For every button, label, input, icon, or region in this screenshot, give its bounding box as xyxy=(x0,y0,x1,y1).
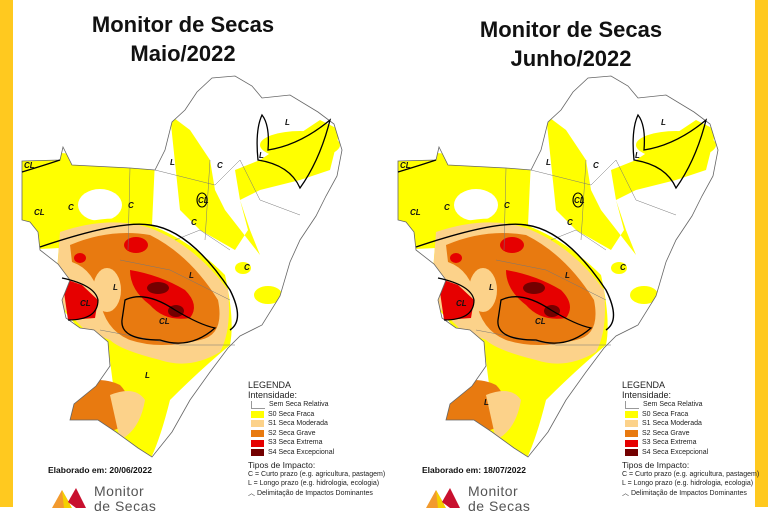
map-label: CL xyxy=(24,161,35,170)
map-label: C xyxy=(244,263,250,272)
map-label: C xyxy=(567,218,573,227)
title-june: Monitor de Secas Junho/2022 xyxy=(479,17,663,71)
map-label: C xyxy=(128,201,134,210)
swatch-s2 xyxy=(251,430,264,438)
monitor-logo-icon xyxy=(426,488,460,508)
map-label: L xyxy=(489,283,494,292)
map-label: C xyxy=(593,161,599,170)
map-label: L xyxy=(170,158,175,167)
map-labels-june: CL CL C C L L C CL L C L C CL CL L L xyxy=(400,118,666,407)
right-border xyxy=(755,0,768,507)
boundary-line-icon: ︿ xyxy=(622,489,629,497)
swatch-s4 xyxy=(251,449,264,457)
map-label: CL xyxy=(456,299,467,308)
logo-june: Monitor de Secas xyxy=(424,484,530,514)
map-label: L xyxy=(546,158,551,167)
map-label: L xyxy=(635,151,640,160)
map-label: C xyxy=(620,263,626,272)
map-label: C xyxy=(504,201,510,210)
swatch-none xyxy=(251,400,265,409)
swatch-s0 xyxy=(251,410,264,418)
map-label: CL xyxy=(198,196,209,205)
map-label: L xyxy=(285,118,290,127)
title-may: Monitor de Secas Maio/2022 xyxy=(91,12,275,66)
map-label: CL xyxy=(535,317,546,326)
swatch-s1 xyxy=(251,420,264,428)
boundary-line-icon: ︿ xyxy=(248,489,255,497)
legend-may: LEGENDA Intensidade: Sem Seca Relativa S… xyxy=(248,380,386,497)
logo-may: Monitor de Secas xyxy=(50,484,156,514)
legend-june: LEGENDA Intensidade: Sem Seca Relativa S… xyxy=(622,380,760,497)
map-label: CL xyxy=(410,208,421,217)
swatch-s3 xyxy=(625,439,638,447)
swatch-s4 xyxy=(625,449,638,457)
swatch-none xyxy=(625,400,639,409)
map-label: C xyxy=(217,161,223,170)
map-label: CL xyxy=(80,299,91,308)
swatch-s1 xyxy=(625,420,638,428)
map-label: L xyxy=(661,118,666,127)
elaborado-june: Elaborado em: 18/07/2022 xyxy=(422,465,526,475)
map-label: CL xyxy=(574,196,585,205)
monitor-logo-icon xyxy=(52,488,86,508)
map-label: CL xyxy=(400,161,411,170)
map-label: L xyxy=(113,283,118,292)
map-label: L xyxy=(189,271,194,280)
map-label: L xyxy=(484,398,489,407)
map-label: L xyxy=(565,271,570,280)
map-label: C xyxy=(68,203,74,212)
map-labels-may: CL CL C C L L C CL L C L C CL CL L L xyxy=(24,118,290,380)
swatch-s3 xyxy=(251,439,264,447)
swatch-s0 xyxy=(625,410,638,418)
map-label: CL xyxy=(159,317,170,326)
map-label: L xyxy=(259,151,264,160)
swatch-s2 xyxy=(625,430,638,438)
left-border xyxy=(0,0,13,507)
elaborado-may: Elaborado em: 20/06/2022 xyxy=(48,465,152,475)
map-label: CL xyxy=(34,208,45,217)
map-label: C xyxy=(444,203,450,212)
map-label: L xyxy=(145,371,150,380)
map-label: C xyxy=(191,218,197,227)
